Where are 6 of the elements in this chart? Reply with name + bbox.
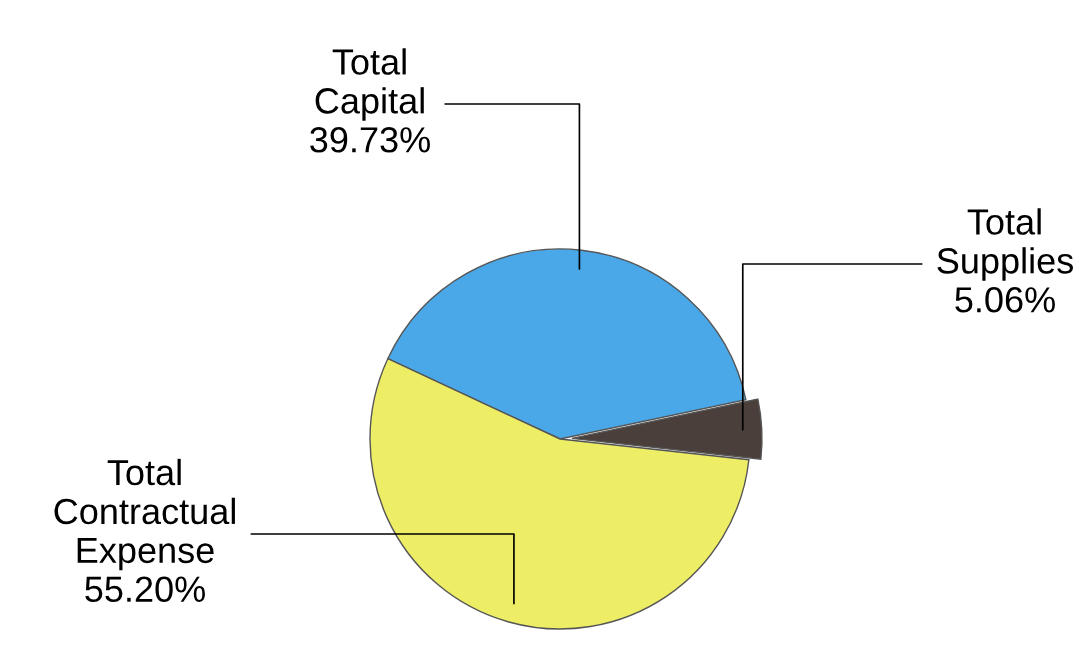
slice-label: Total Supplies	[937, 208, 1073, 281]
data-label: 55.20%	[85, 576, 205, 603]
slice-label: Total Capital	[315, 48, 424, 121]
slice-label: Total Contractual Expense	[54, 458, 235, 571]
data-label: 5.06%	[955, 287, 1055, 313]
data-label: 39.73%	[310, 127, 430, 153]
